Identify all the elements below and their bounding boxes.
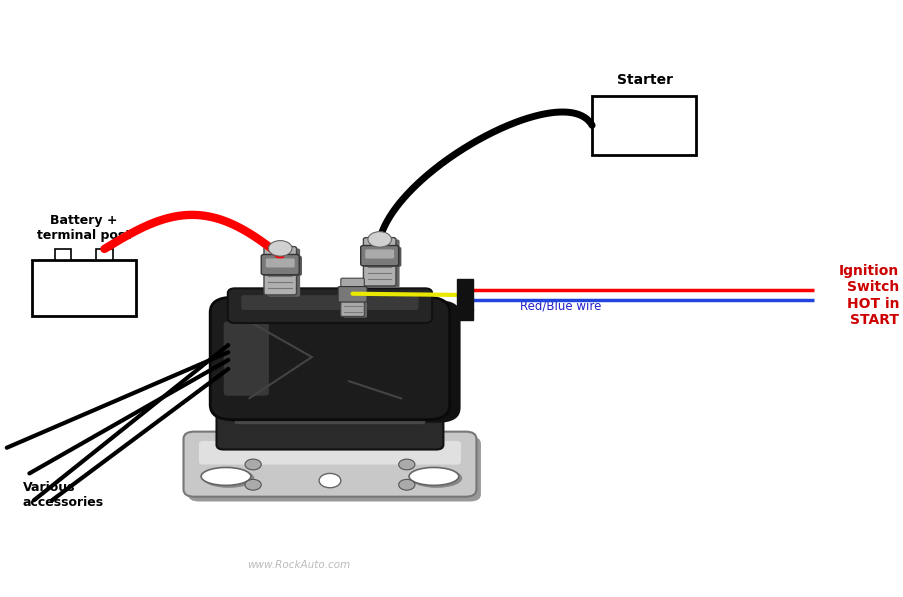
FancyBboxPatch shape xyxy=(199,441,461,464)
Bar xyxy=(456,309,472,320)
Circle shape xyxy=(268,241,292,256)
FancyBboxPatch shape xyxy=(228,288,432,323)
FancyBboxPatch shape xyxy=(338,287,367,302)
FancyBboxPatch shape xyxy=(363,247,401,267)
FancyBboxPatch shape xyxy=(217,395,442,450)
Text: Starter: Starter xyxy=(616,73,672,87)
Ellipse shape xyxy=(408,467,458,485)
FancyBboxPatch shape xyxy=(267,248,300,297)
Text: Ignition
Switch
HOT in
START: Ignition Switch HOT in START xyxy=(838,264,898,327)
Bar xyxy=(456,279,472,310)
Text: Various
accessories: Various accessories xyxy=(23,481,104,509)
Text: www.RockAuto.com: www.RockAuto.com xyxy=(247,560,349,570)
FancyBboxPatch shape xyxy=(360,245,398,266)
FancyBboxPatch shape xyxy=(264,247,296,295)
Circle shape xyxy=(398,459,414,470)
FancyBboxPatch shape xyxy=(183,432,476,497)
FancyBboxPatch shape xyxy=(241,295,418,310)
FancyBboxPatch shape xyxy=(221,300,461,423)
Circle shape xyxy=(398,479,414,490)
FancyBboxPatch shape xyxy=(363,238,396,286)
FancyBboxPatch shape xyxy=(264,256,302,276)
Bar xyxy=(55,249,71,260)
FancyBboxPatch shape xyxy=(365,250,394,259)
Bar xyxy=(97,249,113,260)
Text: Battery +
terminal post: Battery + terminal post xyxy=(37,214,131,242)
FancyBboxPatch shape xyxy=(188,436,480,501)
FancyBboxPatch shape xyxy=(209,297,450,420)
FancyBboxPatch shape xyxy=(340,278,364,316)
Bar xyxy=(32,260,135,316)
Circle shape xyxy=(319,473,340,488)
Ellipse shape xyxy=(412,469,461,487)
Ellipse shape xyxy=(204,469,253,487)
FancyBboxPatch shape xyxy=(235,405,425,424)
FancyBboxPatch shape xyxy=(261,254,299,275)
Circle shape xyxy=(368,232,391,247)
Bar xyxy=(591,96,695,155)
Text: Red/Blue wire: Red/Blue wire xyxy=(519,299,600,312)
Ellipse shape xyxy=(201,467,251,485)
Circle shape xyxy=(245,459,261,470)
FancyBboxPatch shape xyxy=(367,239,399,288)
FancyBboxPatch shape xyxy=(265,259,294,267)
Text: +: + xyxy=(98,279,111,297)
Circle shape xyxy=(245,479,261,490)
FancyBboxPatch shape xyxy=(224,321,269,396)
Text: -: - xyxy=(60,279,66,297)
FancyBboxPatch shape xyxy=(343,279,367,318)
